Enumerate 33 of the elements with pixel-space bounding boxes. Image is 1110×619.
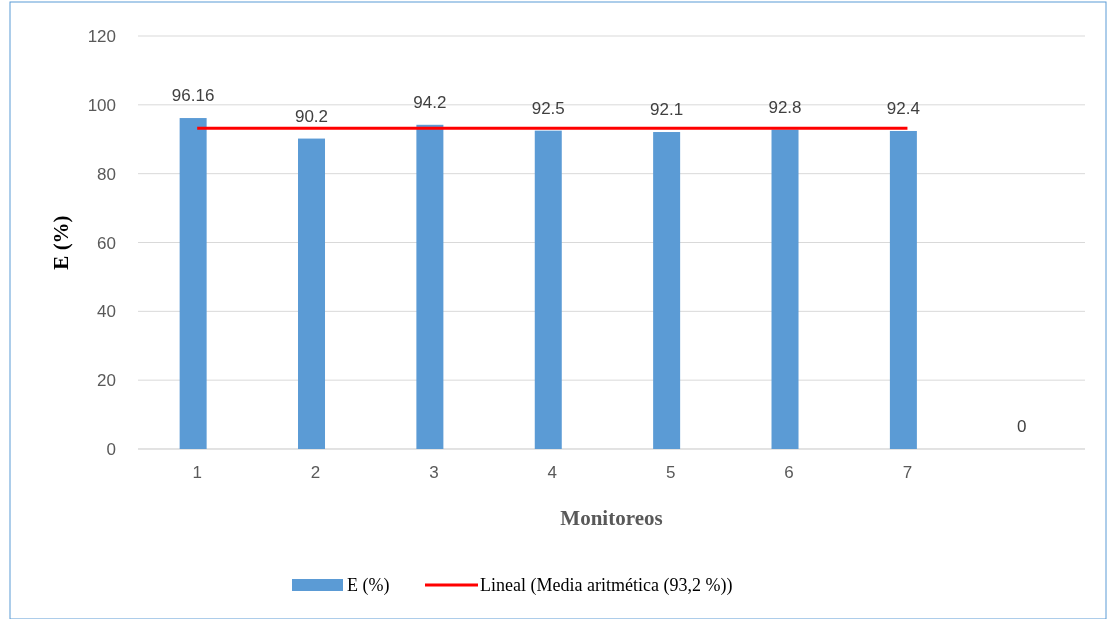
data-label: 92.8 bbox=[768, 97, 802, 117]
data-label: 90.2 bbox=[294, 106, 329, 126]
y-tick-label: 80 bbox=[97, 164, 116, 184]
bar bbox=[653, 132, 681, 449]
y-tick-label: 20 bbox=[97, 371, 116, 391]
y-axis-title: E (%) bbox=[49, 215, 73, 270]
bar bbox=[298, 138, 326, 449]
x-tick-label: 4 bbox=[547, 463, 558, 482]
x-tick-label: 2 bbox=[310, 463, 321, 482]
x-tick-label: 1 bbox=[192, 463, 202, 482]
data-label: 94.2 bbox=[413, 92, 447, 112]
legend-label: Lineal (Media aritmética (93,2 %)) bbox=[480, 575, 733, 596]
y-tick-label: 120 bbox=[87, 27, 116, 46]
bar bbox=[179, 118, 207, 449]
y-tick-label: 0 bbox=[106, 440, 116, 459]
x-tick-label: 3 bbox=[429, 463, 439, 482]
data-label: 0 bbox=[1017, 417, 1027, 436]
bar bbox=[771, 129, 799, 449]
x-tick-label: 6 bbox=[784, 463, 794, 482]
x-axis-title: Monitoreos bbox=[560, 506, 663, 530]
x-tick-label: 7 bbox=[902, 463, 913, 482]
data-label: 92.5 bbox=[531, 98, 565, 118]
bar bbox=[889, 130, 917, 449]
data-label: 92.4 bbox=[886, 98, 920, 118]
data-label: 92.1 bbox=[650, 100, 684, 120]
bar bbox=[416, 124, 444, 449]
bar bbox=[534, 130, 562, 449]
data-label: 96.16 bbox=[171, 86, 215, 106]
y-tick-label: 40 bbox=[97, 302, 116, 322]
x-tick-label: 5 bbox=[665, 463, 676, 482]
y-tick-label: 60 bbox=[97, 233, 116, 253]
legend-label: E (%) bbox=[347, 575, 390, 596]
y-tick-label: 100 bbox=[87, 95, 116, 115]
